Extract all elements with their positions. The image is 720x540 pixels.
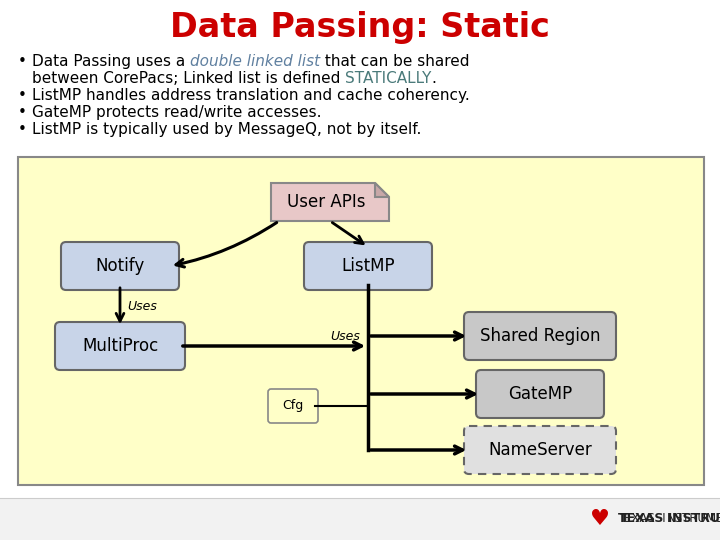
- Text: Data Passing uses a: Data Passing uses a: [32, 54, 190, 69]
- Text: MultiProc: MultiProc: [82, 337, 158, 355]
- Text: STATICALLY: STATICALLY: [346, 71, 431, 86]
- Text: ♥: ♥: [590, 509, 610, 529]
- Text: •: •: [18, 105, 27, 120]
- Text: NameServer: NameServer: [488, 441, 592, 459]
- Text: GateMP: GateMP: [508, 385, 572, 403]
- FancyBboxPatch shape: [18, 157, 704, 485]
- Text: Data Passing: Static: Data Passing: Static: [170, 11, 550, 44]
- Text: NSTRUMENTS: NSTRUMENTS: [667, 512, 720, 525]
- Text: double linked list: double linked list: [190, 54, 320, 69]
- Text: •: •: [18, 122, 27, 137]
- Text: Uses: Uses: [127, 300, 157, 313]
- FancyBboxPatch shape: [304, 242, 432, 290]
- Text: T: T: [620, 512, 629, 525]
- Text: between CorePacs; Linked list is defined: between CorePacs; Linked list is defined: [32, 71, 346, 86]
- Text: ListMP is typically used by MessageQ, not by itself.: ListMP is typically used by MessageQ, no…: [32, 122, 421, 137]
- Text: •: •: [18, 88, 27, 103]
- Text: GateMP protects read/write accesses.: GateMP protects read/write accesses.: [32, 105, 322, 120]
- Text: .: .: [431, 71, 436, 86]
- FancyBboxPatch shape: [268, 389, 318, 423]
- Text: that can be shared: that can be shared: [320, 54, 469, 69]
- Text: EXAS  I: EXAS I: [624, 512, 665, 525]
- FancyBboxPatch shape: [476, 370, 604, 418]
- Text: Uses: Uses: [330, 329, 360, 342]
- Text: Notify: Notify: [95, 257, 145, 275]
- Text: ListMP: ListMP: [341, 257, 395, 275]
- FancyBboxPatch shape: [464, 426, 616, 474]
- Text: TEXAS INSTRUMENTS: TEXAS INSTRUMENTS: [618, 512, 720, 525]
- FancyBboxPatch shape: [464, 312, 616, 360]
- Text: ListMP handles address translation and cache coherency.: ListMP handles address translation and c…: [32, 88, 469, 103]
- FancyBboxPatch shape: [61, 242, 179, 290]
- FancyBboxPatch shape: [55, 322, 185, 370]
- Text: Cfg: Cfg: [282, 400, 304, 413]
- Text: Shared Region: Shared Region: [480, 327, 600, 345]
- Polygon shape: [271, 183, 389, 221]
- Polygon shape: [375, 183, 389, 197]
- Text: User APIs: User APIs: [287, 193, 366, 211]
- Bar: [0, 498, 720, 540]
- Text: •: •: [18, 54, 27, 69]
